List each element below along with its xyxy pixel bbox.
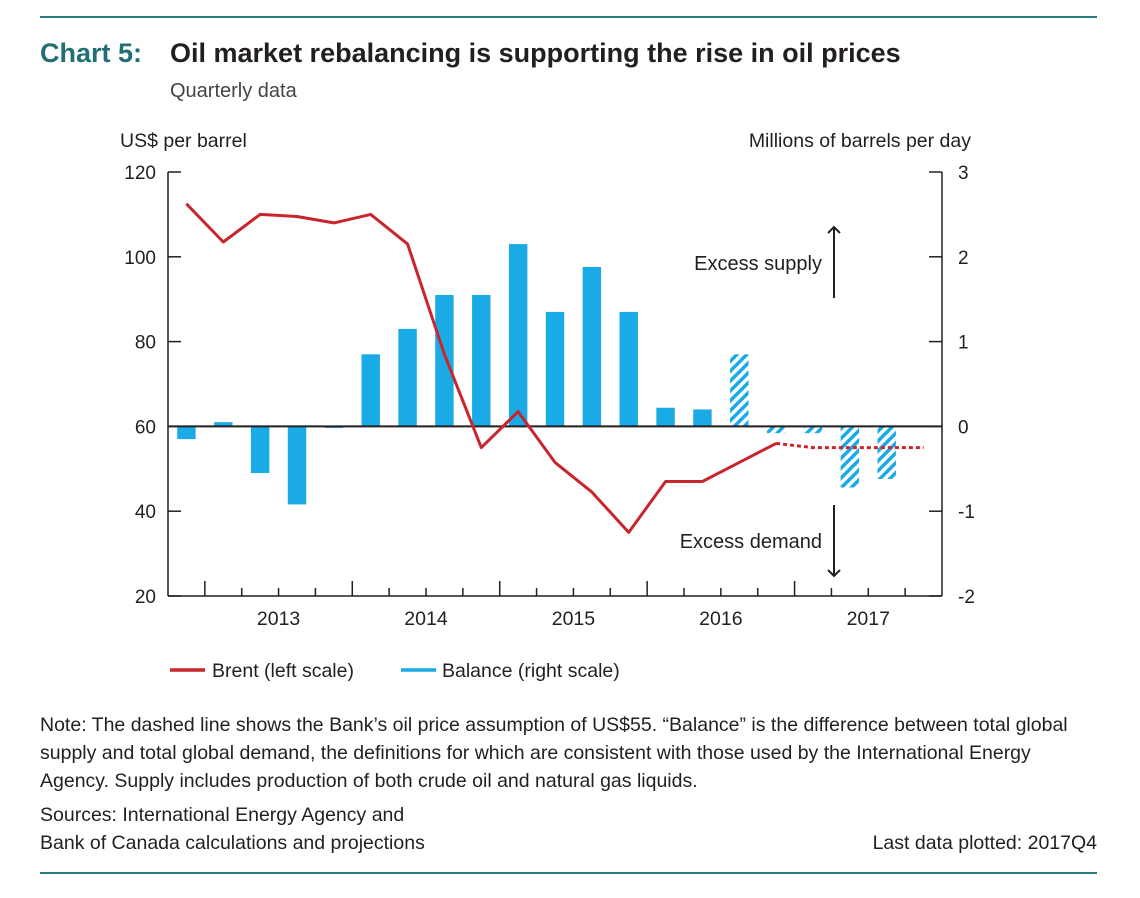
sources-line-1: Sources: International Energy Agency and [40, 804, 405, 826]
balance-bar [693, 409, 712, 427]
sources-line-2: Bank of Canada calculations and projecti… [40, 832, 425, 854]
left-tick-label: 20 [135, 587, 156, 608]
balance-bar [619, 311, 638, 427]
balance-bar [508, 244, 528, 427]
balance-bar [361, 354, 380, 427]
chart-subtitle: Quarterly data [170, 80, 297, 102]
year-label: 2017 [847, 608, 890, 630]
balance-bar [545, 311, 565, 427]
chart-title: Oil market rebalancing is supporting the… [170, 38, 901, 68]
chart-number: Chart 5: [40, 38, 143, 68]
top-rule [40, 16, 1097, 18]
left-tick-label: 100 [124, 248, 156, 269]
right-tick-label: 2 [958, 248, 969, 269]
last-data-plotted: Last data plotted: 2017Q4 [872, 832, 1097, 854]
left-tick-label: 120 [124, 163, 156, 184]
year-label: 2015 [552, 608, 596, 630]
year-label: 2016 [699, 608, 742, 630]
chart-sources: Sources: International Energy Agency and… [40, 801, 425, 857]
balance-bar-projected [803, 426, 823, 434]
left-tick-label: 60 [135, 417, 156, 438]
balance-bar [398, 328, 417, 427]
balance-bar-projected [730, 354, 749, 427]
balance-bar [435, 294, 454, 427]
year-label: 2013 [257, 608, 300, 630]
balance-bar [250, 426, 270, 474]
right-tick-label: 0 [958, 417, 969, 438]
right-tick-label: 1 [958, 333, 969, 354]
balance-bar [582, 266, 602, 427]
balance-bar [287, 426, 307, 505]
legend-balance-label: Balance (right scale) [442, 660, 620, 682]
bottom-rule [40, 872, 1097, 874]
balance-bar [656, 407, 675, 427]
left-axis-title: US$ per barrel [120, 130, 247, 152]
legend-brent-label: Brent (left scale) [212, 660, 354, 682]
balance-bar-projected [840, 426, 860, 488]
oil-market-chart: 20 40 60 80 100 120 -2 -1 0 1 2 3 US$ per barrel Mill… [120, 130, 975, 682]
balance-bar-projected [766, 426, 786, 434]
excess-supply-label: Excess supply [694, 253, 822, 275]
right-tick-label: -1 [958, 502, 975, 523]
chart-note: Note: The dashed line shows the Bank’s o… [40, 714, 1068, 792]
balance-bar [214, 422, 233, 427]
right-axis-title: Millions of barrels per day [749, 130, 971, 152]
balance-bar [177, 426, 196, 440]
right-tick-label: 3 [958, 163, 969, 184]
year-label: 2014 [404, 608, 448, 630]
left-tick-label: 40 [135, 502, 156, 523]
excess-demand-label: Excess demand [680, 531, 822, 553]
balance-bar-projected [877, 426, 896, 479]
right-tick-label: -2 [958, 587, 975, 608]
brent-line [185, 202, 777, 534]
left-tick-label: 80 [135, 333, 156, 354]
balance-bar [472, 294, 491, 427]
brent-projection-line [775, 441, 924, 450]
